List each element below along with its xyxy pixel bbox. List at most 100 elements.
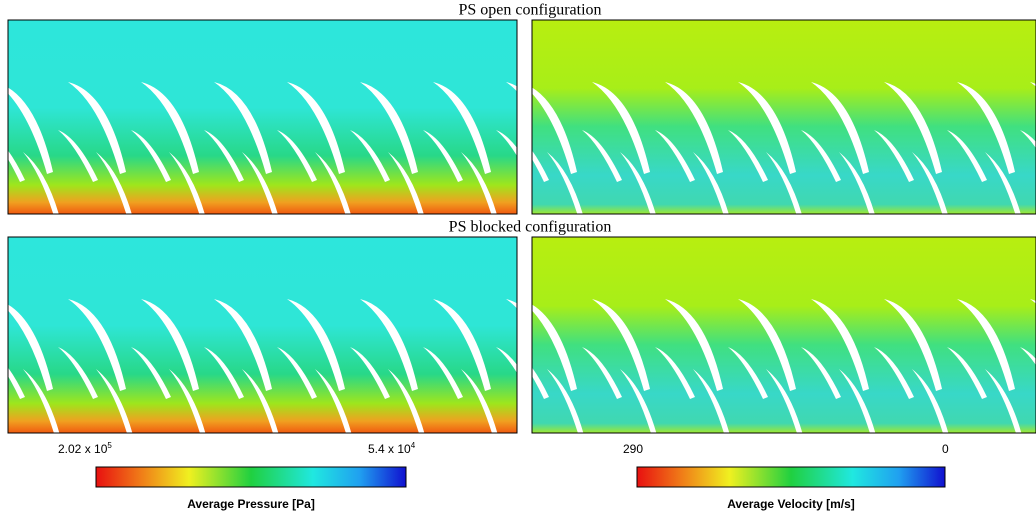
blade: [532, 87, 577, 174]
blade: [214, 82, 272, 174]
blade: [874, 130, 914, 182]
blade: [315, 369, 352, 433]
blade: [506, 299, 517, 309]
blade: [728, 130, 768, 182]
blade: [1030, 82, 1036, 87]
blade: [532, 367, 549, 399]
colorbar: [636, 466, 946, 488]
blade: [947, 130, 987, 182]
contour-panel: [532, 237, 1036, 433]
colorbar: [95, 466, 407, 488]
blade: [96, 152, 132, 214]
colorbar-title: Average Pressure [Pa]: [187, 497, 315, 511]
blade: [204, 347, 244, 399]
blade: [433, 299, 491, 391]
panel-border: [531, 236, 1036, 434]
panel-border: [7, 236, 518, 434]
blade: [874, 347, 914, 399]
blade: [287, 299, 345, 391]
blade: [23, 152, 59, 214]
blade: [839, 152, 875, 214]
blade: [58, 347, 98, 399]
blade: [350, 347, 390, 399]
colorbar-min-label: 2.02 x 105: [58, 441, 112, 456]
blade: [547, 152, 583, 214]
blade: [738, 82, 796, 174]
blade: [839, 369, 876, 433]
blade: [884, 299, 942, 391]
blade: [433, 82, 491, 174]
blade: [884, 82, 942, 174]
blade: [532, 150, 549, 182]
blade: [169, 369, 206, 433]
contour-panel: [8, 20, 517, 214]
panel-border: [7, 19, 518, 215]
blade: [766, 369, 803, 433]
blade: [350, 130, 390, 182]
blade: [360, 299, 418, 391]
blade: [461, 369, 498, 433]
blade: [214, 299, 272, 391]
blade: [985, 152, 1021, 214]
blade: [582, 130, 622, 182]
blade: [655, 130, 695, 182]
panel-border: [531, 19, 1036, 215]
blade: [811, 299, 869, 391]
colorbar-title: Average Velocity [m/s]: [727, 497, 855, 511]
blade: [388, 369, 425, 433]
blade: [8, 150, 25, 182]
blade: [665, 82, 723, 174]
blade: [277, 130, 317, 182]
blade: [423, 130, 463, 182]
blade: [141, 299, 199, 391]
blade: [496, 347, 517, 373]
blade: [8, 87, 53, 174]
section-title: PS open configuration: [458, 2, 601, 19]
colorbar-max-label: 5.4 x 104: [368, 441, 416, 456]
blade: [242, 152, 278, 214]
blade: [496, 130, 517, 156]
section-title: PS blocked configuration: [449, 219, 612, 236]
blade: [23, 369, 60, 433]
blade: [8, 304, 53, 391]
blade: [1020, 130, 1036, 149]
blade: [620, 369, 657, 433]
blade: [728, 347, 768, 399]
blade: [665, 299, 723, 391]
contour-field: [532, 237, 1036, 433]
blade: [131, 347, 171, 399]
blade: [506, 82, 517, 92]
blade: [315, 152, 351, 214]
contour-panels: [7, 19, 1036, 434]
blade: [360, 82, 418, 174]
blade: [131, 130, 171, 182]
blade: [141, 82, 199, 174]
blade: [620, 152, 656, 214]
blade: [277, 347, 317, 399]
blade: [547, 369, 584, 433]
blade: [68, 299, 126, 391]
blade: [801, 347, 841, 399]
blade: [204, 130, 244, 182]
blade: [388, 152, 424, 214]
blade: [96, 369, 133, 433]
blade: [801, 130, 841, 182]
blade: [957, 299, 1015, 391]
blade: [693, 369, 730, 433]
blade: [738, 299, 796, 391]
blade: [58, 130, 98, 182]
blade: [947, 347, 987, 399]
blade: [8, 367, 25, 399]
contour-field: [532, 20, 1036, 214]
blade: [957, 82, 1015, 174]
blade: [1020, 347, 1036, 366]
blade: [169, 152, 205, 214]
blade: [811, 82, 869, 174]
contour-panel: [8, 237, 517, 433]
blade: [985, 369, 1022, 433]
blade: [532, 304, 577, 391]
blade: [242, 369, 279, 433]
blade: [582, 347, 622, 399]
blade: [766, 152, 802, 214]
